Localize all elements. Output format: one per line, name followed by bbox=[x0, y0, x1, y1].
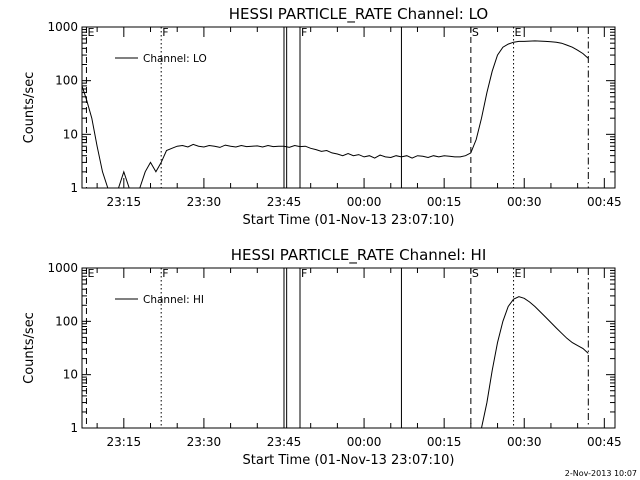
event-marker-label: S bbox=[472, 267, 479, 280]
y-axis-label: Counts/sec bbox=[22, 312, 37, 384]
x-tick-label: 00:15 bbox=[427, 435, 462, 449]
y-axis-label: Counts/sec bbox=[22, 72, 37, 144]
event-marker-label: S bbox=[472, 26, 479, 39]
y-tick-label: 10 bbox=[63, 127, 78, 141]
x-tick-label: 00:15 bbox=[427, 195, 462, 209]
event-marker-label: E bbox=[87, 267, 94, 280]
x-tick-label: 00:00 bbox=[347, 435, 382, 449]
x-axis-label: Start Time (01-Nov-13 23:07:10) bbox=[243, 213, 455, 228]
event-marker-label: E bbox=[87, 26, 94, 39]
x-tick-label: 23:45 bbox=[267, 195, 302, 209]
series-line bbox=[82, 40, 589, 188]
plot-frame bbox=[81, 267, 616, 429]
x-tick-label: 00:45 bbox=[587, 435, 622, 449]
x-tick-label: 00:45 bbox=[587, 195, 622, 209]
x-tick-label: 00:30 bbox=[507, 435, 542, 449]
legend-label: Channel: LO bbox=[143, 53, 207, 65]
chart-title: HESSI PARTICLE_RATE Channel: LO bbox=[229, 5, 488, 24]
event-marker-label: F bbox=[162, 26, 168, 39]
y-tick-label: 1000 bbox=[47, 261, 78, 275]
x-tick-label: 23:15 bbox=[107, 435, 142, 449]
event-marker-label: E bbox=[515, 26, 522, 39]
panel-1: HESSI PARTICLE_RATE Channel: LO Counts/se… bbox=[22, 5, 622, 228]
legend-label: Channel: HI bbox=[143, 294, 204, 306]
y-tick-label: 10 bbox=[63, 368, 78, 382]
y-tick-label: 100 bbox=[55, 314, 78, 328]
x-tick-label: 23:15 bbox=[107, 195, 142, 209]
x-tick-label: 00:30 bbox=[507, 195, 542, 209]
event-marker-label: E bbox=[515, 267, 522, 280]
plot-frame bbox=[81, 26, 616, 189]
panel-2: HESSI PARTICLE_RATE Channel: HI Counts/se… bbox=[22, 246, 622, 468]
series-line bbox=[481, 296, 589, 428]
x-axis-label: Start Time (01-Nov-13 23:07:10) bbox=[243, 453, 455, 468]
timestamp-label: 2-Nov-2013 10:07 bbox=[565, 469, 637, 478]
event-marker-label: F bbox=[162, 267, 168, 280]
x-tick-label: 23:30 bbox=[187, 195, 222, 209]
x-tick-label: 23:30 bbox=[187, 435, 222, 449]
x-tick-label: 00:00 bbox=[347, 195, 382, 209]
chart-title: HESSI PARTICLE_RATE Channel: HI bbox=[231, 246, 487, 265]
event-marker-label: F bbox=[301, 26, 307, 39]
y-tick-label: 1 bbox=[70, 181, 78, 195]
y-tick-label: 100 bbox=[55, 74, 78, 88]
x-tick-label: 23:45 bbox=[267, 435, 302, 449]
y-tick-label: 1 bbox=[70, 421, 78, 435]
event-marker-label: F bbox=[301, 267, 307, 280]
y-tick-label: 1000 bbox=[47, 20, 78, 34]
